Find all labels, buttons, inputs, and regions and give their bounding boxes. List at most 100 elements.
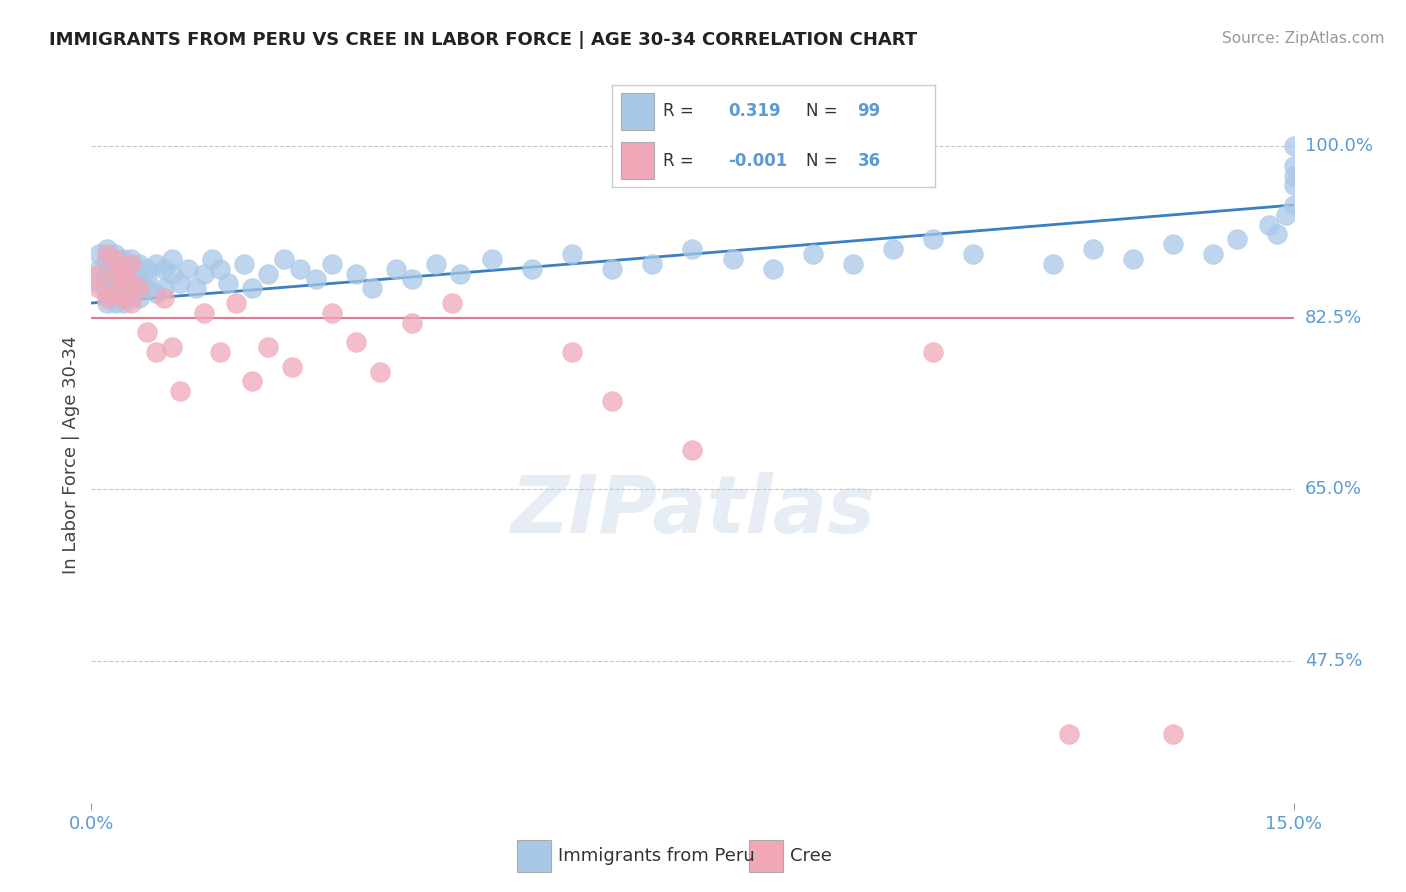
Text: 100.0%: 100.0% xyxy=(1305,137,1372,155)
Text: 65.0%: 65.0% xyxy=(1305,480,1361,499)
Point xyxy=(89,277,111,291)
Point xyxy=(96,291,118,305)
Point xyxy=(112,252,135,266)
Text: Cree: Cree xyxy=(790,847,831,865)
Point xyxy=(121,252,143,266)
Text: 99: 99 xyxy=(858,103,880,120)
Point xyxy=(145,257,167,271)
Point xyxy=(344,267,367,281)
Point xyxy=(136,271,159,285)
Point xyxy=(208,345,231,359)
Point xyxy=(104,286,127,301)
Point xyxy=(1282,159,1305,173)
Point xyxy=(89,281,111,295)
Point xyxy=(112,271,135,285)
Y-axis label: In Labor Force | Age 30-34: In Labor Force | Age 30-34 xyxy=(62,335,80,574)
Point xyxy=(1163,727,1185,741)
Point xyxy=(104,267,127,281)
Point xyxy=(152,261,174,276)
Point xyxy=(104,257,127,271)
Point xyxy=(344,335,367,350)
Point xyxy=(1282,139,1305,153)
Point xyxy=(104,247,127,261)
Text: Source: ZipAtlas.com: Source: ZipAtlas.com xyxy=(1222,31,1385,46)
Point xyxy=(112,291,135,305)
Point xyxy=(128,257,150,271)
Point xyxy=(169,277,191,291)
Point xyxy=(160,340,183,354)
Point xyxy=(449,267,471,281)
Point xyxy=(169,384,191,399)
FancyBboxPatch shape xyxy=(517,840,551,872)
Point xyxy=(128,267,150,281)
Point xyxy=(128,277,150,291)
Point xyxy=(96,247,118,261)
Point xyxy=(1122,252,1144,266)
Point xyxy=(281,359,304,374)
Point xyxy=(321,257,343,271)
Point xyxy=(112,277,135,291)
Point xyxy=(160,252,183,266)
Point xyxy=(225,296,247,310)
Point xyxy=(121,267,143,281)
Point xyxy=(112,261,135,276)
Point xyxy=(89,261,111,276)
Point xyxy=(128,291,150,305)
Point xyxy=(96,281,118,295)
Point xyxy=(232,257,254,271)
Point xyxy=(184,281,207,295)
Point xyxy=(104,267,127,281)
Point xyxy=(145,286,167,301)
Text: R =: R = xyxy=(664,152,695,169)
FancyBboxPatch shape xyxy=(621,93,654,130)
Text: N =: N = xyxy=(806,103,837,120)
Text: 47.5%: 47.5% xyxy=(1305,652,1362,670)
Point xyxy=(121,286,143,301)
Point xyxy=(104,281,127,295)
Point xyxy=(145,345,167,359)
Point xyxy=(96,286,118,301)
Point xyxy=(385,261,408,276)
Point xyxy=(401,271,423,285)
Point xyxy=(321,306,343,320)
Point xyxy=(561,345,583,359)
Point xyxy=(256,267,278,281)
Point xyxy=(721,252,744,266)
Point xyxy=(762,261,785,276)
Point xyxy=(368,365,391,379)
Text: 36: 36 xyxy=(858,152,880,169)
Point xyxy=(121,277,143,291)
Point xyxy=(288,261,311,276)
Text: R =: R = xyxy=(664,103,695,120)
Point xyxy=(208,261,231,276)
Point xyxy=(128,281,150,295)
Point xyxy=(681,242,703,256)
Point xyxy=(841,257,863,271)
Point xyxy=(112,271,135,285)
Point xyxy=(401,316,423,330)
Point xyxy=(360,281,382,295)
Text: IMMIGRANTS FROM PERU VS CREE IN LABOR FORCE | AGE 30-34 CORRELATION CHART: IMMIGRANTS FROM PERU VS CREE IN LABOR FO… xyxy=(49,31,917,49)
Point xyxy=(1083,242,1105,256)
Point xyxy=(240,375,263,389)
Point xyxy=(136,281,159,295)
Point xyxy=(922,345,945,359)
Point xyxy=(160,267,183,281)
Point xyxy=(112,281,135,295)
Point xyxy=(1282,198,1305,212)
Point xyxy=(193,267,215,281)
Point xyxy=(121,261,143,276)
Point xyxy=(256,340,278,354)
Point xyxy=(962,247,984,261)
Point xyxy=(104,267,127,281)
Point xyxy=(96,261,118,276)
Point xyxy=(193,306,215,320)
Point xyxy=(1042,257,1064,271)
Point xyxy=(112,286,135,301)
Point xyxy=(104,277,127,291)
Point xyxy=(121,291,143,305)
Point xyxy=(481,252,503,266)
Point xyxy=(121,271,143,285)
Point xyxy=(112,261,135,276)
Point xyxy=(176,261,198,276)
